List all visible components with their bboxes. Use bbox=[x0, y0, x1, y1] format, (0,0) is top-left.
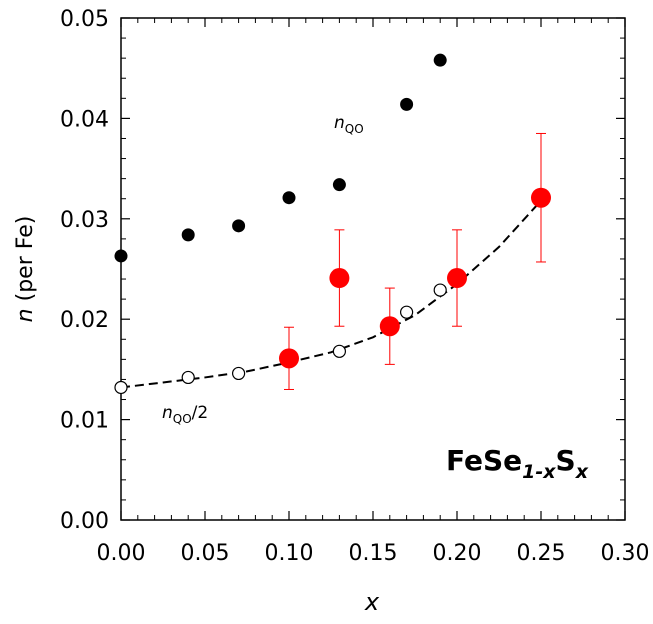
ann-var: n bbox=[334, 113, 345, 133]
y-tick-label: 0.05 bbox=[60, 7, 109, 32]
data-point bbox=[114, 380, 128, 395]
data-point bbox=[400, 305, 414, 319]
data-point bbox=[433, 283, 447, 297]
y-tick-label: 0.03 bbox=[60, 208, 109, 233]
data-point bbox=[531, 187, 551, 208]
y-tick-label: 0.02 bbox=[60, 308, 109, 333]
plot-frame bbox=[120, 17, 626, 521]
y-axis-label: n (per Fe) bbox=[13, 216, 38, 323]
data-point bbox=[232, 219, 246, 233]
data-point bbox=[282, 191, 296, 205]
data-point bbox=[379, 316, 400, 337]
data-point bbox=[329, 268, 350, 289]
y-label-unit: (per Fe) bbox=[13, 216, 38, 302]
x-tick-label: 0.20 bbox=[433, 541, 482, 566]
ann-sub: QO bbox=[345, 122, 364, 136]
ann-suffix: /2 bbox=[192, 403, 209, 423]
y-tick-label: 0.04 bbox=[60, 107, 109, 132]
data-point bbox=[181, 228, 195, 242]
x-tick-label: 0.05 bbox=[181, 541, 230, 566]
x-tick-label: 0.15 bbox=[349, 541, 398, 566]
y-tick-label: 0.01 bbox=[60, 409, 109, 434]
x-tick-label: 0.00 bbox=[97, 541, 146, 566]
data-point bbox=[400, 97, 414, 111]
data-point bbox=[433, 53, 447, 67]
formula-sub: x bbox=[575, 461, 589, 483]
data-point bbox=[181, 370, 195, 385]
x-axis-label: x bbox=[364, 588, 380, 616]
data-point bbox=[332, 344, 346, 358]
x-tick-label: 0.10 bbox=[265, 541, 314, 566]
formula: FeSe1-xSx bbox=[446, 444, 589, 483]
formula-part: S bbox=[556, 444, 576, 477]
annotation: nQO bbox=[334, 113, 364, 136]
formula-part: FeSe bbox=[446, 444, 522, 477]
ann-var: n bbox=[162, 403, 173, 423]
x-tick-label: 0.25 bbox=[517, 541, 566, 566]
annotation: nQO/2 bbox=[162, 403, 208, 426]
data-point bbox=[232, 366, 246, 381]
y-tick-label: 0.00 bbox=[60, 509, 109, 534]
x-tick-label: 0.30 bbox=[601, 541, 650, 566]
fit-curve bbox=[120, 200, 542, 389]
data-point bbox=[279, 348, 299, 369]
y-label-var: n bbox=[13, 308, 38, 322]
ann-sub: QO bbox=[173, 412, 192, 426]
formula-sub: 1-x bbox=[522, 461, 556, 483]
data-point bbox=[114, 249, 128, 263]
data-point bbox=[447, 268, 467, 289]
data-point bbox=[332, 178, 346, 192]
